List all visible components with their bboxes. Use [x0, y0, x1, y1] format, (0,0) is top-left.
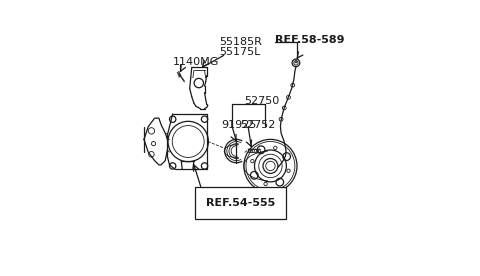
Text: REF.54-555: REF.54-555 — [205, 198, 275, 208]
Text: REF.58-589: REF.58-589 — [276, 35, 345, 45]
Text: 55185R: 55185R — [219, 37, 262, 47]
Text: 52752: 52752 — [240, 120, 276, 130]
Text: 91925: 91925 — [222, 120, 257, 130]
Text: 52750: 52750 — [244, 96, 279, 106]
Text: 55175L: 55175L — [219, 47, 261, 57]
Text: 1140MG: 1140MG — [173, 57, 219, 67]
